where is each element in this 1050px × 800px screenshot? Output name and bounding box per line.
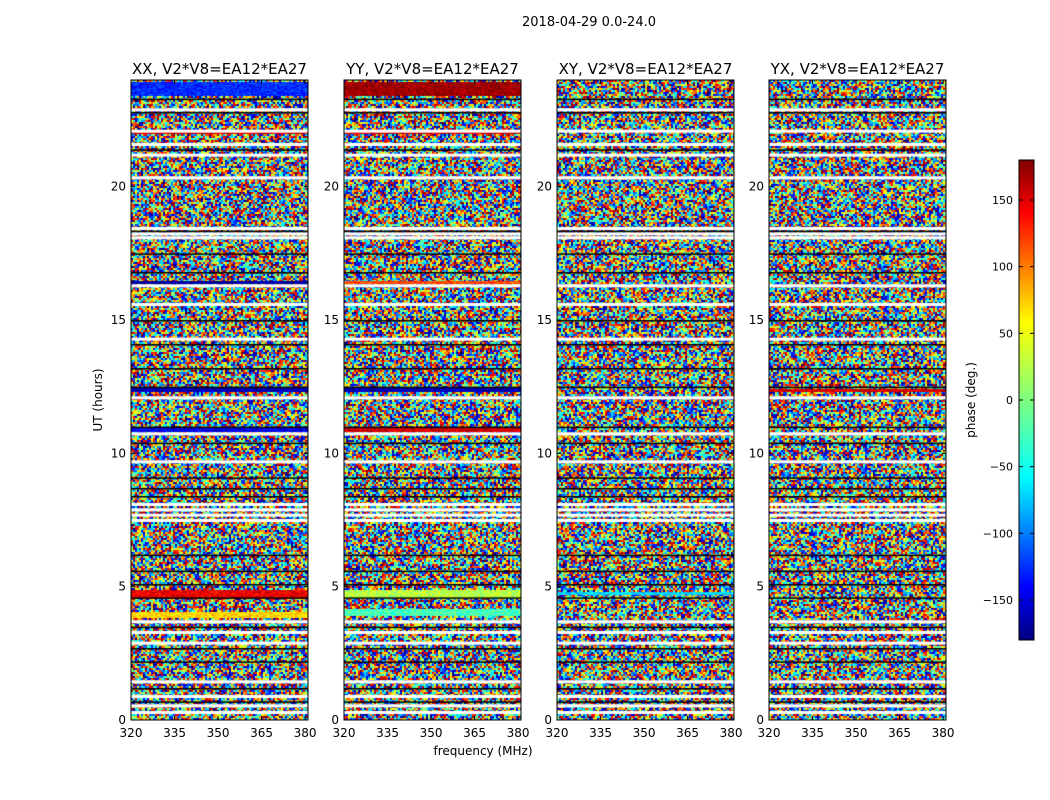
x-tick-label: 320 xyxy=(758,726,781,740)
x-tick-label: 380 xyxy=(932,726,955,740)
panel-frame xyxy=(768,79,947,721)
x-tick-label: 335 xyxy=(376,726,399,740)
panel-1: XX, V2*V8=EA12*EA27 320 335 350 365 380 0 5 10 15… xyxy=(111,60,317,740)
panel-heatmap-4 xyxy=(769,80,946,720)
panel-heatmap-3 xyxy=(557,80,734,720)
panel-2: YY, V2*V8=EA12*EA27 320 335 350 365 380 0 5 10 15… xyxy=(324,60,530,740)
y-tick-label: 15 xyxy=(111,313,126,327)
x-tick-label: 320 xyxy=(546,726,569,740)
x-tick-label: 350 xyxy=(420,726,443,740)
colorbar-tick-label: −150 xyxy=(983,594,1013,607)
y-tick-label: 10 xyxy=(749,446,764,460)
x-tick-label: 380 xyxy=(294,726,317,740)
x-tick-label: 335 xyxy=(589,726,612,740)
y-tick-label: 5 xyxy=(331,580,339,594)
y-tick-label: 15 xyxy=(324,313,339,327)
colorbar-ticks: −150 −100 −50 0 50 100 150 xyxy=(983,194,1034,607)
panel-3: XY, V2*V8=EA12*EA27 320 335 350 365 380 0 5 10 15… xyxy=(537,60,743,740)
x-tick-label: 380 xyxy=(507,726,530,740)
y-tick-label: 20 xyxy=(749,180,764,194)
panel-frame xyxy=(343,79,522,721)
x-tick-label: 365 xyxy=(250,726,273,740)
colorbar-tick-label: 0 xyxy=(1006,394,1013,407)
panel-title: YY, V2*V8=EA12*EA27 xyxy=(345,60,519,78)
x-tick-label: 320 xyxy=(333,726,356,740)
colorbar: −150 −100 −50 0 50 100 150 phase (deg.) xyxy=(964,159,1035,641)
panel-title: YX, V2*V8=EA12*EA27 xyxy=(770,60,945,78)
colorbar-tick-label: 100 xyxy=(992,261,1013,274)
x-tick-label: 365 xyxy=(676,726,699,740)
figure-suptitle: 2018-04-29 0.0-24.0 xyxy=(522,15,656,30)
panel-4: YX, V2*V8=EA12*EA27 320 335 350 365 380 0 5 10 15… xyxy=(749,60,955,740)
colorbar-tick-label: 150 xyxy=(992,194,1013,207)
y-tick-label: 10 xyxy=(111,446,126,460)
x-tick-label: 335 xyxy=(801,726,824,740)
panels-group: XX, V2*V8=EA12*EA27 320 335 350 365 380 0 5 10 15… xyxy=(111,60,955,740)
y-tick-label: 0 xyxy=(756,713,764,727)
y-tick-label: 20 xyxy=(111,180,126,194)
panel-title: XX, V2*V8=EA12*EA27 xyxy=(132,60,307,78)
colorbar-label: phase (deg.) xyxy=(964,362,978,438)
y-tick-label: 0 xyxy=(331,713,339,727)
panel-frame xyxy=(130,79,309,721)
y-tick-label: 0 xyxy=(544,713,552,727)
x-tick-label: 320 xyxy=(120,726,143,740)
colorbar-tick-label: −50 xyxy=(990,461,1013,474)
y-tick-label: 10 xyxy=(537,446,552,460)
x-tick-label: 365 xyxy=(888,726,911,740)
x-tick-label: 380 xyxy=(720,726,743,740)
x-tick-label: 350 xyxy=(845,726,868,740)
colorbar-tick-label: 50 xyxy=(999,327,1013,340)
colorbar-tick-label: −100 xyxy=(983,527,1013,540)
x-axis-label: frequency (MHz) xyxy=(433,744,532,758)
y-tick-label: 15 xyxy=(537,313,552,327)
panel-frame xyxy=(556,79,735,721)
x-tick-label: 350 xyxy=(633,726,656,740)
x-tick-label: 335 xyxy=(163,726,186,740)
y-tick-label: 20 xyxy=(324,180,339,194)
y-tick-label: 15 xyxy=(749,313,764,327)
x-tick-label: 365 xyxy=(463,726,486,740)
y-tick-label: 20 xyxy=(537,180,552,194)
x-tick-label: 350 xyxy=(207,726,230,740)
y-tick-label: 0 xyxy=(118,713,126,727)
y-tick-label: 5 xyxy=(756,580,764,594)
y-tick-label: 5 xyxy=(544,580,552,594)
panel-heatmap-1 xyxy=(131,80,308,720)
y-axis-label: UT (hours) xyxy=(91,368,105,431)
panel-title: XY, V2*V8=EA12*EA27 xyxy=(559,60,733,78)
y-tick-label: 10 xyxy=(324,446,339,460)
y-tick-label: 5 xyxy=(118,580,126,594)
panel-heatmap-2 xyxy=(344,80,521,720)
